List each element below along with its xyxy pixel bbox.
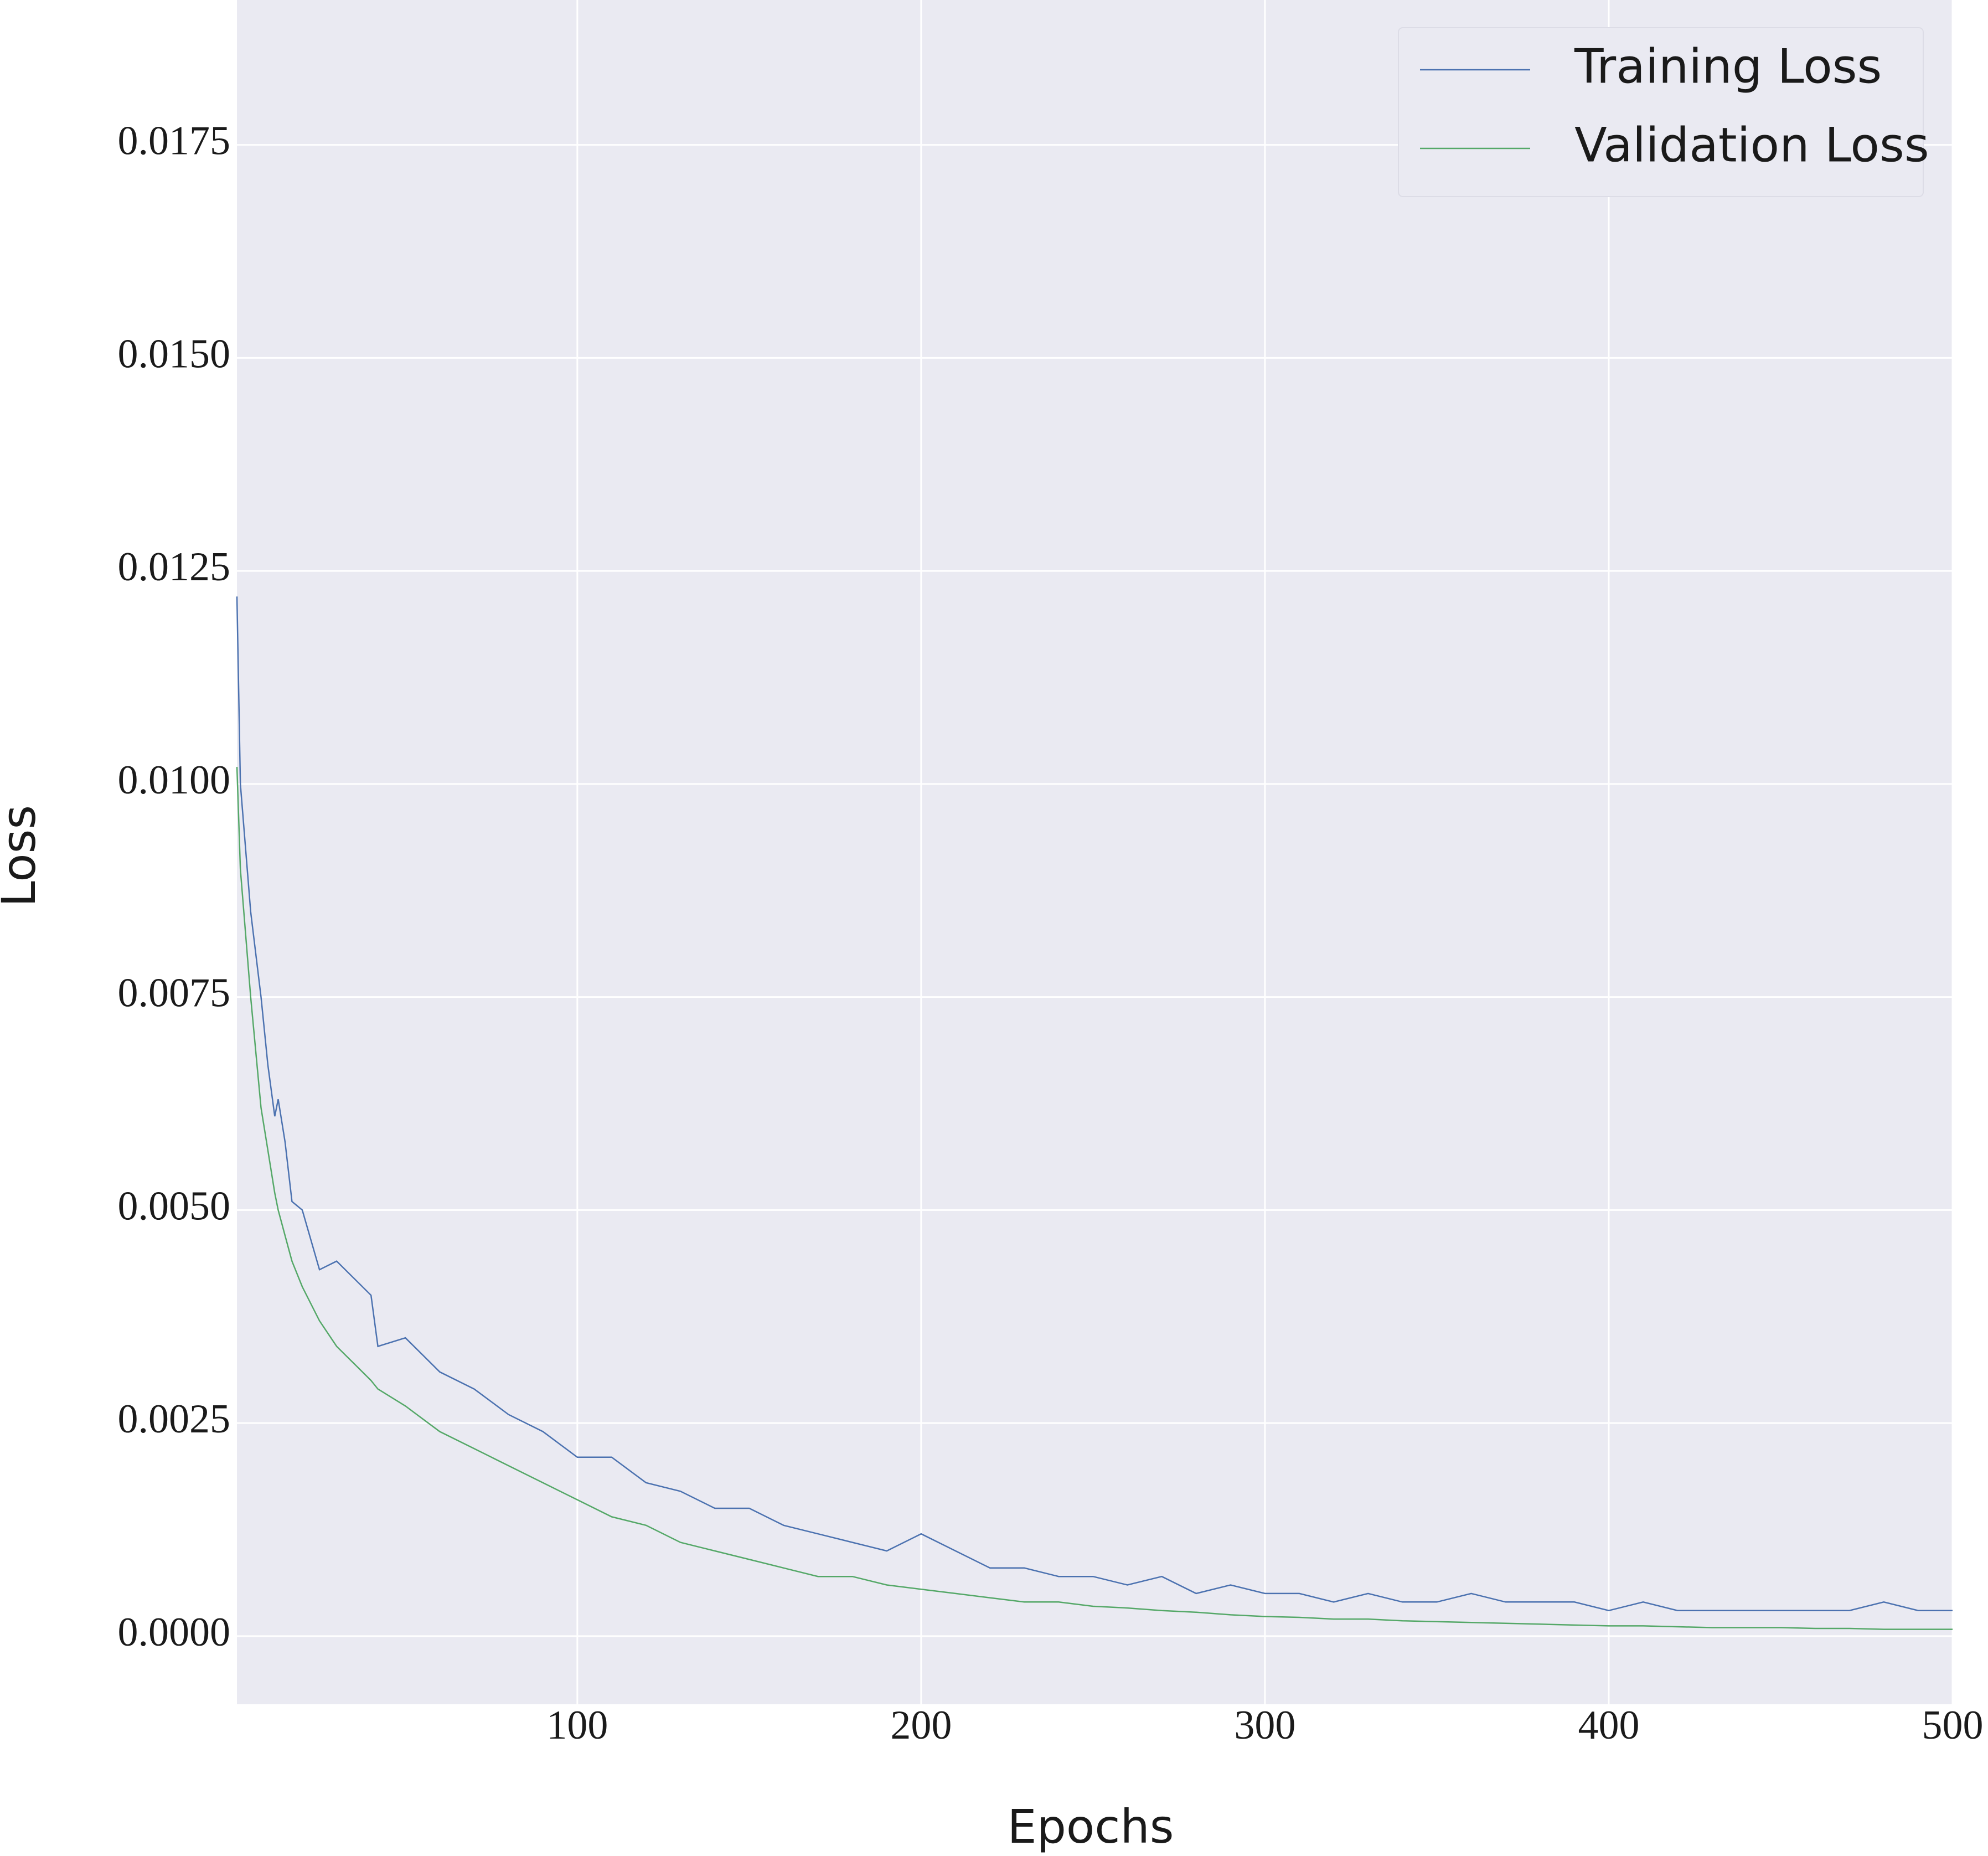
y-tick-label: 0.0025 bbox=[118, 1396, 231, 1442]
line-series bbox=[236, 767, 1953, 1630]
x-tick-label: 300 bbox=[1234, 1703, 1295, 1748]
y-tick-label: 0.0100 bbox=[118, 757, 231, 803]
y-tick-label: 0.0150 bbox=[118, 331, 231, 377]
y-tick-label: 0.0000 bbox=[118, 1610, 231, 1655]
y-axis-label: Loss bbox=[0, 805, 46, 907]
plot-area bbox=[237, 0, 1953, 1704]
line-series bbox=[236, 596, 1953, 1611]
y-tick-label: 0.0125 bbox=[118, 544, 231, 590]
x-tick-label: 100 bbox=[546, 1703, 608, 1748]
x-tick-label: 500 bbox=[1922, 1703, 1984, 1748]
x-tick-label: 200 bbox=[890, 1703, 952, 1748]
legend-label: Training Loss bbox=[1574, 39, 1882, 94]
x-axis-label: Epochs bbox=[1008, 1800, 1174, 1854]
y-tick-label: 0.0175 bbox=[118, 118, 231, 164]
y-tick-label: 0.0050 bbox=[118, 1183, 231, 1229]
y-tick-label: 0.0075 bbox=[118, 971, 231, 1016]
legend-label: Validation Loss bbox=[1574, 117, 1929, 173]
x-tick-label: 400 bbox=[1578, 1703, 1639, 1748]
